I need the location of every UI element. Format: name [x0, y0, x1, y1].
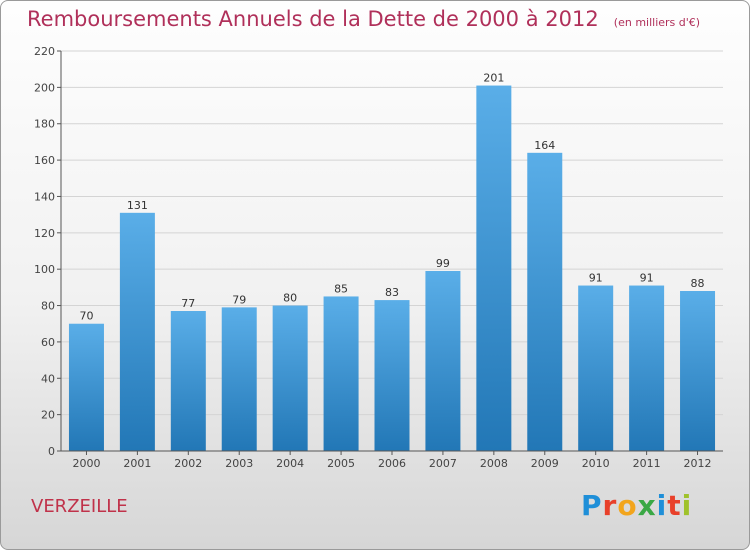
logo-letter: o: [617, 489, 638, 522]
bar-2010: [578, 285, 614, 451]
logo-letter: i: [656, 489, 668, 522]
x-tick-label: 2000: [72, 457, 100, 470]
x-tick-label: 2012: [684, 457, 712, 470]
x-tick-label: 2001: [123, 457, 151, 470]
y-tick-label: 140: [34, 190, 55, 203]
axes: [57, 50, 723, 455]
data-label: 201: [483, 72, 504, 85]
bar-2008: [476, 85, 512, 451]
x-tick-label: 2011: [633, 457, 661, 470]
bar-2005: [323, 296, 359, 451]
x-tick-label: 2006: [378, 457, 406, 470]
logo-letter: i: [681, 489, 693, 522]
logo-letter: r: [602, 489, 618, 522]
x-tick-label: 2005: [327, 457, 355, 470]
y-tick-label: 220: [34, 45, 55, 58]
logo-letter: P: [581, 489, 603, 522]
data-label: 77: [181, 297, 195, 310]
bar-2009: [527, 152, 563, 451]
x-tick-label: 2010: [582, 457, 610, 470]
labels: 0 20 40 60 80 100 120 140 160 180 200 220 70 2000 131 2…: [34, 45, 712, 470]
chart-title-block: Remboursements Annuels de la Dette de 20…: [27, 7, 700, 31]
chart-unit: (en milliers d'€): [613, 16, 701, 29]
bar-2000: [68, 323, 104, 451]
y-tick-label: 100: [34, 263, 55, 276]
y-tick-label: 80: [41, 300, 55, 313]
bar-2006: [374, 300, 410, 451]
y-tick-label: 40: [41, 372, 55, 385]
chart-title: Remboursements Annuels de la Dette de 20…: [27, 7, 599, 31]
data-label: 88: [691, 277, 705, 290]
x-tick-label: 2008: [480, 457, 508, 470]
y-tick-label: 120: [34, 227, 55, 240]
bar-2001: [119, 212, 155, 451]
data-label: 91: [589, 272, 603, 285]
data-label: 83: [385, 286, 399, 299]
y-tick-label: 60: [41, 336, 55, 349]
bar-2011: [629, 285, 665, 451]
data-label: 91: [640, 272, 654, 285]
bar-2012: [680, 291, 716, 451]
x-tick-label: 2009: [531, 457, 559, 470]
x-tick-label: 2004: [276, 457, 304, 470]
data-label: 80: [283, 292, 297, 305]
y-tick-label: 200: [34, 81, 55, 94]
commune-name: VERZEILLE: [31, 496, 128, 517]
bar-2002: [170, 311, 206, 451]
y-tick-label: 0: [48, 445, 55, 458]
bar-2004: [272, 305, 308, 451]
x-tick-label: 2007: [429, 457, 457, 470]
bars: [68, 85, 716, 451]
data-label: 70: [79, 310, 93, 323]
bar-2007: [425, 271, 461, 451]
bar-2003: [221, 307, 257, 451]
y-tick-label: 180: [34, 118, 55, 131]
x-tick-label: 2003: [225, 457, 253, 470]
x-tick-label: 2002: [174, 457, 202, 470]
data-label: 99: [436, 257, 450, 270]
logo-letter: x: [637, 489, 657, 522]
y-tick-label: 160: [34, 154, 55, 167]
data-label: 79: [232, 293, 246, 306]
data-label: 85: [334, 282, 348, 295]
y-tick-label: 20: [41, 409, 55, 422]
data-label: 164: [534, 139, 555, 152]
proxiti-logo: Proxiti: [581, 489, 692, 522]
data-label: 131: [127, 199, 148, 212]
logo-letter: t: [667, 489, 682, 522]
